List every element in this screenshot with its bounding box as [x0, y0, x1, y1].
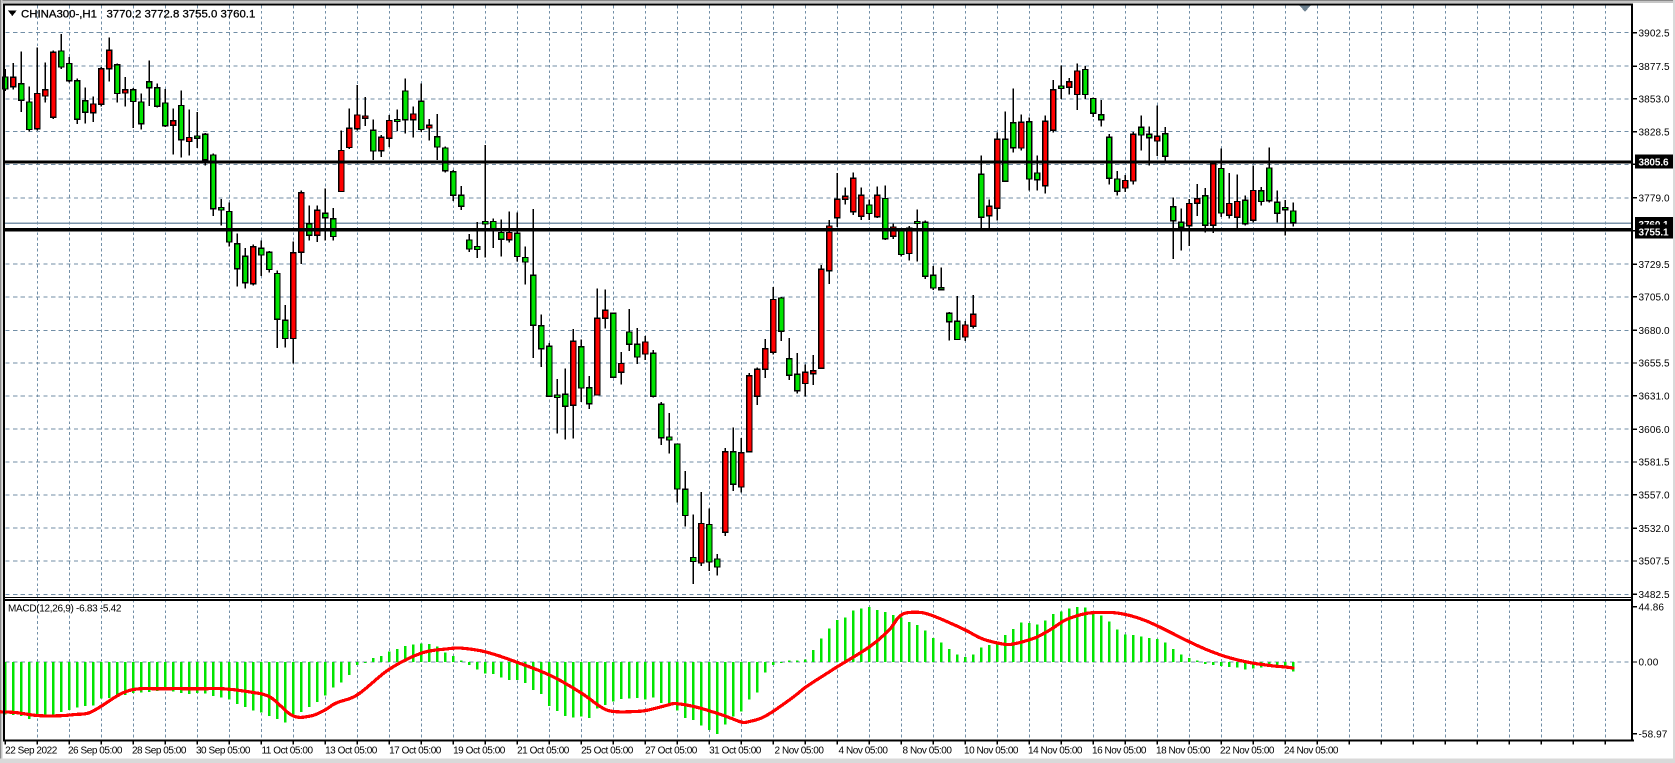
svg-text:13 Oct 05:00: 13 Oct 05:00: [325, 745, 378, 756]
svg-text:19 Oct 05:00: 19 Oct 05:00: [453, 745, 506, 756]
svg-text:3705.0: 3705.0: [1639, 293, 1671, 304]
svg-text:21 Oct 05:00: 21 Oct 05:00: [517, 745, 570, 756]
svg-text:31 Oct 05:00: 31 Oct 05:00: [709, 745, 762, 756]
svg-text:4 Nov 05:00: 4 Nov 05:00: [839, 745, 889, 756]
svg-text:3655.5: 3655.5: [1639, 359, 1671, 370]
svg-text:3779.0: 3779.0: [1639, 194, 1671, 205]
svg-text:MACD(12,26,9) -6.83 -5.42: MACD(12,26,9) -6.83 -5.42: [8, 603, 122, 614]
svg-text:3853.0: 3853.0: [1639, 95, 1671, 106]
svg-text:3729.5: 3729.5: [1639, 260, 1671, 271]
svg-text:3482.5: 3482.5: [1639, 590, 1671, 601]
svg-text:30 Sep 05:00: 30 Sep 05:00: [196, 745, 251, 756]
svg-text:CHINA300-,H1 3770.2 3772.8 3: CHINA300-,H1 3770.2 3772.8 3755.0 3760.1: [21, 9, 255, 21]
svg-text:17 Oct 05:00: 17 Oct 05:00: [389, 745, 442, 756]
svg-text:3507.5: 3507.5: [1639, 557, 1671, 568]
svg-text:25 Oct 05:00: 25 Oct 05:00: [581, 745, 634, 756]
svg-text:2 Nov 05:00: 2 Nov 05:00: [775, 745, 825, 756]
svg-text:28 Sep 05:00: 28 Sep 05:00: [132, 745, 187, 756]
svg-text:3902.5: 3902.5: [1639, 28, 1671, 39]
svg-text:27 Oct 05:00: 27 Oct 05:00: [645, 745, 698, 756]
svg-text:22 Sep 2022: 22 Sep 2022: [5, 745, 58, 756]
svg-text:3557.0: 3557.0: [1639, 491, 1671, 502]
svg-text:3680.0: 3680.0: [1639, 326, 1671, 337]
svg-text:3877.5: 3877.5: [1639, 62, 1671, 73]
svg-text:44.86: 44.86: [1639, 603, 1665, 614]
svg-text:8 Nov 05:00: 8 Nov 05:00: [903, 745, 953, 756]
svg-text:-58.97: -58.97: [1639, 730, 1668, 741]
svg-text:3581.5: 3581.5: [1639, 458, 1671, 469]
svg-text:11 Oct 05:00: 11 Oct 05:00: [261, 745, 313, 756]
svg-text:10 Nov 05:00: 10 Nov 05:00: [964, 745, 1019, 756]
svg-text:0.00: 0.00: [1639, 658, 1659, 669]
svg-text:3532.0: 3532.0: [1639, 524, 1671, 535]
svg-text:18 Nov 05:00: 18 Nov 05:00: [1156, 745, 1211, 756]
svg-text:3805.6: 3805.6: [1639, 158, 1670, 169]
svg-text:26 Sep 05:00: 26 Sep 05:00: [68, 745, 123, 756]
svg-text:3755.1: 3755.1: [1639, 228, 1670, 239]
svg-text:3631.0: 3631.0: [1639, 392, 1671, 403]
svg-text:14 Nov 05:00: 14 Nov 05:00: [1028, 745, 1083, 756]
svg-text:24 Nov 05:00: 24 Nov 05:00: [1284, 745, 1339, 756]
svg-text:3606.0: 3606.0: [1639, 425, 1671, 436]
svg-text:22 Nov 05:00: 22 Nov 05:00: [1220, 745, 1275, 756]
svg-text:16 Nov 05:00: 16 Nov 05:00: [1092, 745, 1147, 756]
svg-text:3828.5: 3828.5: [1639, 127, 1671, 138]
